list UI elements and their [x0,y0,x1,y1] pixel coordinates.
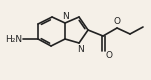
Text: O: O [105,52,112,60]
Text: N: N [62,12,68,21]
Text: O: O [114,17,120,26]
Text: H₂N: H₂N [5,34,22,44]
Text: N: N [77,44,83,54]
